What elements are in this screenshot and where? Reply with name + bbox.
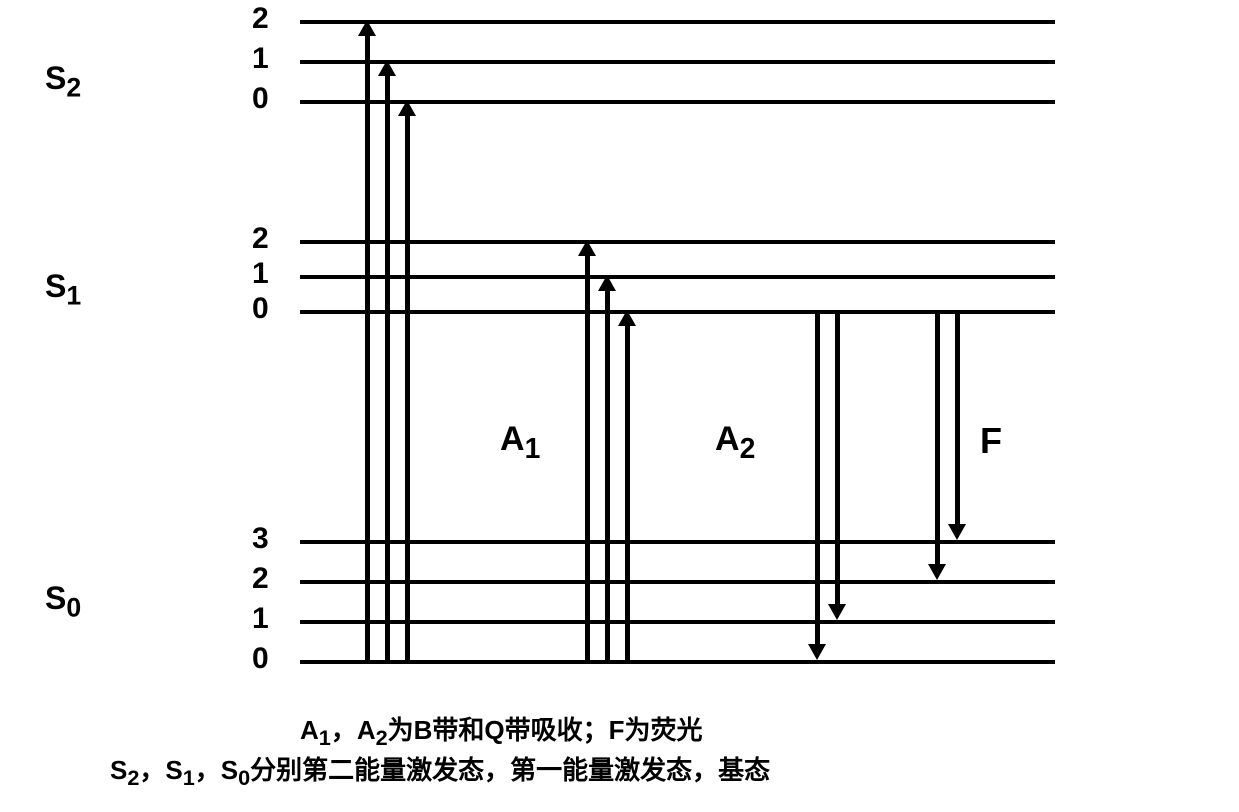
level-number: 1 xyxy=(252,602,269,636)
absorption-arrow xyxy=(405,114,410,660)
energy-level-line xyxy=(300,310,1055,314)
level-number: 3 xyxy=(252,522,269,556)
caption-line-2: S2，S1，S0分别第二能量激发态，第一能量激发态，基态 xyxy=(110,750,770,791)
energy-level-line xyxy=(300,275,1055,279)
level-number: 2 xyxy=(252,2,269,36)
energy-level-line xyxy=(300,20,1055,24)
energy-level-diagram: S2 S1 S0 2 1 0 2 1 0 3 2 1 0 A1 A2 F A1，… xyxy=(20,10,1220,710)
energy-level-line xyxy=(300,620,1055,624)
energy-level-line xyxy=(300,660,1055,664)
state-label-s1: S1 xyxy=(45,268,81,311)
emission-arrow xyxy=(935,310,940,566)
energy-level-line xyxy=(300,240,1055,244)
level-number: 1 xyxy=(252,257,269,291)
absorption-arrow xyxy=(625,324,630,660)
caption-line-1: A1，A2为B带和Q带吸收；F为荧光 xyxy=(300,710,703,751)
absorption-arrow xyxy=(385,74,390,660)
absorption-arrow xyxy=(585,254,590,660)
energy-level-line xyxy=(300,540,1055,544)
level-number: 0 xyxy=(252,82,269,116)
level-number: 2 xyxy=(252,562,269,596)
region-label-a1: A1 xyxy=(500,420,540,466)
energy-level-line xyxy=(300,60,1055,64)
region-label-a2: A2 xyxy=(715,420,755,466)
emission-arrow xyxy=(955,310,960,526)
state-label-s2: S2 xyxy=(45,60,81,103)
level-number: 2 xyxy=(252,222,269,256)
state-label-s0: S0 xyxy=(45,580,81,623)
absorption-arrow xyxy=(365,34,370,660)
level-number: 0 xyxy=(252,642,269,676)
emission-arrow xyxy=(815,310,820,646)
level-number: 0 xyxy=(252,292,269,326)
level-number: 1 xyxy=(252,42,269,76)
region-label-f: F xyxy=(980,420,1002,462)
absorption-arrow xyxy=(605,289,610,660)
energy-level-line xyxy=(300,580,1055,584)
emission-arrow xyxy=(835,310,840,606)
